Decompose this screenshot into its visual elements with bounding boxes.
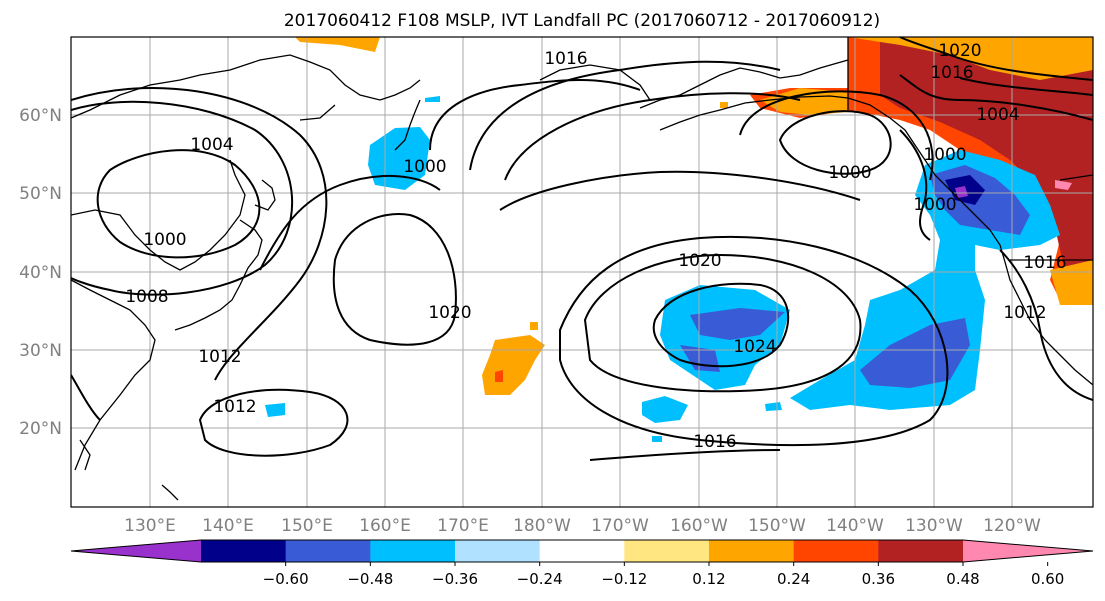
lat-label: 50°N — [19, 184, 62, 204]
contour-label: 1024 — [733, 337, 776, 357]
colorbar-segment — [455, 540, 541, 562]
contour-label: 1012 — [1003, 303, 1046, 323]
lat-label: 60°N — [19, 106, 62, 126]
colorbar-tick-label: −0.60 — [263, 570, 309, 588]
lon-label: 150°W — [748, 516, 806, 536]
lon-label: 150°E — [281, 516, 333, 536]
contour-label: 1016 — [1023, 253, 1066, 273]
colorbar-tick-label: 0.48 — [946, 570, 979, 588]
contour-label: 1004 — [976, 105, 1019, 125]
colorbar-tick-label: 0.24 — [777, 570, 810, 588]
colorbar-tick-label: 0.36 — [862, 570, 895, 588]
contour-label: 1008 — [125, 287, 168, 307]
latitude-labels: 60°N 50°N 40°N 30°N 20°N — [19, 106, 62, 439]
colorbar-segment — [793, 540, 879, 562]
colorbar-tick-label: 0.12 — [692, 570, 725, 588]
plot-frame — [70, 36, 1094, 508]
colorbar-segment — [709, 540, 795, 562]
map-title: 2017060412 F108 MSLP, IVT Landfall PC (2… — [284, 11, 880, 31]
colorbar-extend-low — [71, 540, 201, 562]
contour-label: 1000 — [403, 157, 446, 177]
colorbar-segment — [370, 540, 456, 562]
lon-label: 180°W — [513, 516, 571, 536]
lon-label: 120°W — [983, 516, 1041, 536]
contour-label: 1016 — [693, 432, 736, 452]
colorbar-segment — [539, 540, 625, 562]
colorbar-segment — [201, 540, 287, 562]
lon-label: 170°W — [591, 516, 649, 536]
lon-label: 140°E — [202, 516, 254, 536]
contour-labels: 1016 1020 1016 1004 1000 1000 1008 1012 … — [125, 41, 1066, 452]
colorbar: −0.60 −0.48 −0.36 −0.24 −0.12 0.12 0.24 0.36 0.4… — [70, 539, 1094, 588]
contour-label: 1016 — [544, 49, 587, 69]
colorbar-tick-label: −0.36 — [432, 570, 478, 588]
contour-label: 1000 — [143, 230, 186, 250]
lat-label: 20°N — [19, 419, 62, 439]
colorbar-extend-high — [963, 540, 1093, 562]
lon-label: 130°W — [905, 516, 963, 536]
contour-label: 1000 — [828, 163, 871, 183]
lon-label: 160°W — [670, 516, 728, 536]
contour-label: 1000 — [923, 145, 966, 165]
lat-label: 40°N — [19, 263, 62, 283]
lon-label: 130°E — [124, 516, 176, 536]
contour-label: 1020 — [678, 251, 721, 271]
colorbar-outline — [70, 539, 1094, 563]
longitude-labels: 130°E 140°E 150°E 160°E 170°E 180°W 170°… — [124, 516, 1041, 536]
contour-label: 1020 — [938, 41, 981, 61]
contour-label: 1000 — [913, 195, 956, 215]
ivt-negative-shading — [265, 96, 1060, 442]
colorbar-tick-label: −0.48 — [347, 570, 393, 588]
mslp-contours — [71, 37, 1093, 461]
graticule — [71, 37, 1093, 507]
contour-label: 1016 — [930, 63, 973, 83]
colorbar-segment — [624, 540, 710, 562]
colorbar-segment — [285, 540, 371, 562]
map-content: 1016 1020 1016 1004 1000 1000 1008 1012 … — [71, 37, 1093, 507]
colorbar-tick-label: −0.24 — [517, 570, 563, 588]
lon-label: 140°W — [826, 516, 884, 536]
contour-label: 1020 — [428, 303, 471, 323]
lon-label: 160°E — [359, 516, 411, 536]
lon-label: 170°E — [437, 516, 489, 536]
colorbar-tick-label: 0.60 — [1031, 570, 1064, 588]
contour-label: 1012 — [213, 397, 256, 417]
colorbar-tick-label: −0.12 — [601, 570, 647, 588]
lat-label: 30°N — [19, 341, 62, 361]
contour-label: 1012 — [198, 347, 241, 367]
contour-label: 1004 — [190, 135, 233, 155]
colorbar-segment — [878, 540, 964, 562]
